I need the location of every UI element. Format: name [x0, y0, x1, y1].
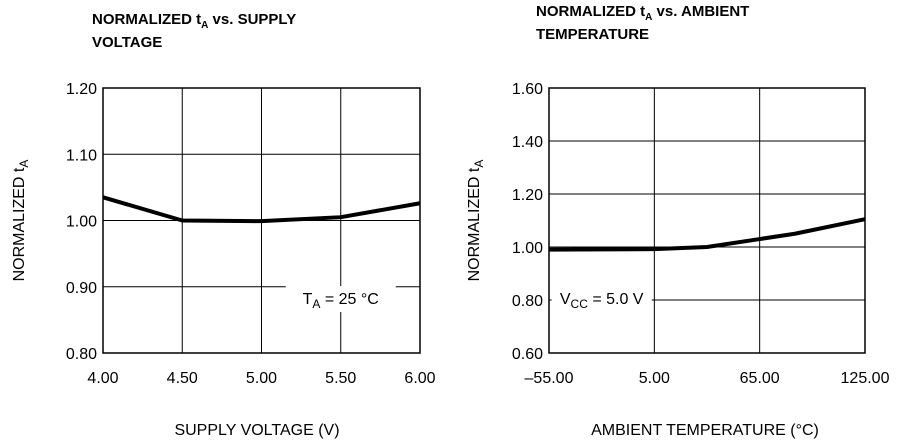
- y-tick-label: 1.40: [512, 134, 543, 151]
- chart1-title-subscript: A: [201, 20, 209, 31]
- x-tick-label: –55.00: [525, 370, 574, 387]
- y-axis-label: NORMALIZED tA: [11, 160, 31, 282]
- y-tick-label: 1.20: [512, 187, 543, 204]
- chart1-title-text-b: vs. SUPPLY: [208, 11, 297, 28]
- x-tick-label: 65.00: [740, 370, 780, 387]
- x-tick-label: 4.00: [87, 370, 118, 387]
- y-tick-label: 0.60: [512, 346, 543, 363]
- y-tick-label: 1.10: [66, 147, 97, 164]
- x-tick-label: 6.00: [404, 370, 435, 387]
- y-tick-label: 1.00: [66, 214, 97, 231]
- plot-frame: [548, 87, 866, 354]
- x-tick-label: 4.50: [167, 370, 198, 387]
- x-tick-label: 5.50: [325, 370, 356, 387]
- chart-2: VCC = 5.0 V 0.60 0.80 1.00 1.20 1.40 1.60 –55.0…: [466, 81, 890, 439]
- annotation-background: [285, 286, 396, 312]
- chart2-title-text-a: NORMALIZED t: [536, 3, 646, 20]
- x-axis-label: SUPPLY VOLTAGE (V): [174, 422, 339, 439]
- y-tick-label: 0.80: [512, 293, 543, 310]
- chart1-title-line2: VOLTAGE: [92, 34, 163, 51]
- x-tick-label: 125.00: [841, 370, 890, 387]
- x-tick-label: 5.00: [639, 370, 670, 387]
- series-line: [548, 217, 866, 252]
- annotation-label: VCC = 5.0 V: [560, 291, 644, 311]
- x-tick-label: 5.00: [246, 370, 277, 387]
- annotation-label: TA = 25 °C: [303, 291, 379, 311]
- chart-1: TA = 25 °C 0.80 0.90 1.00 1.10 1.20 4.00 4.50 5.…: [11, 81, 436, 439]
- y-tick-label: 1.60: [512, 81, 543, 98]
- chart1-title-text-a: NORMALIZED t: [92, 11, 202, 28]
- y-tick-label: 0.90: [66, 280, 97, 297]
- y-tick-label: 1.00: [512, 240, 543, 257]
- chart2-title: NORMALIZED tA vs. AMBIENT TEMPERATURE: [536, 3, 749, 43]
- chart2-title-text-b: vs. AMBIENT: [652, 3, 750, 20]
- chart2-title-subscript: A: [645, 12, 653, 23]
- annotation-background: [551, 286, 652, 312]
- y-tick-label: 0.80: [66, 346, 97, 363]
- y-tick-label: 1.20: [66, 81, 97, 98]
- y-axis-label: NORMALIZED tA: [466, 160, 486, 282]
- x-axis-label: AMBIENT TEMPERATURE (°C): [591, 422, 819, 439]
- plot-frame: [102, 87, 421, 354]
- chart2-title-line2: TEMPERATURE: [536, 26, 650, 43]
- chart1-title: NORMALIZED tA vs. SUPPLY VOLTAGE: [92, 11, 296, 51]
